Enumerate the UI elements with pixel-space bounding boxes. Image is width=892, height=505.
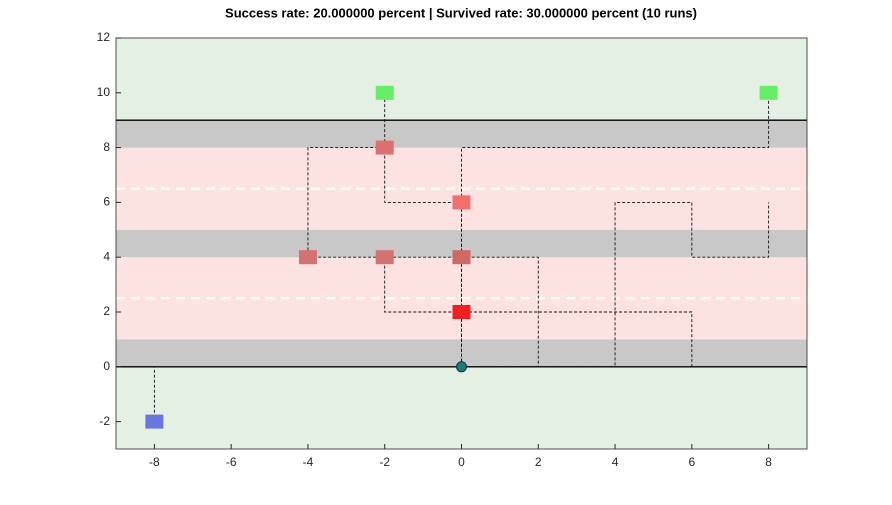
end-point — [759, 85, 778, 100]
trajectory — [461, 201, 770, 368]
trajectory — [461, 92, 770, 367]
x-tick-label: 8 — [765, 455, 772, 469]
x-tick-label: 4 — [612, 455, 619, 469]
end-point — [298, 250, 317, 265]
x-tick-label: 0 — [458, 455, 465, 469]
y-tick-label: 0 — [103, 359, 110, 373]
trajectory — [461, 256, 539, 368]
road-region — [116, 120, 807, 148]
x-tick-label: -6 — [226, 455, 237, 469]
y-tick-label: -2 — [99, 414, 110, 428]
start-point — [456, 361, 467, 373]
y-tick-label: 8 — [103, 140, 110, 154]
y-tick-label: 2 — [103, 304, 110, 318]
chart-title: Success rate: 20.000000 percent | Surviv… — [225, 5, 697, 20]
end-point — [145, 414, 164, 429]
y-tick-label: 10 — [97, 85, 111, 99]
y-tick-label: 4 — [103, 249, 110, 263]
x-tick-label: -8 — [149, 455, 160, 469]
end-point — [375, 140, 394, 155]
end-point — [452, 195, 471, 210]
end-point — [452, 305, 471, 319]
trajectory — [153, 366, 462, 422]
end-point — [375, 85, 394, 100]
y-tick-label: 6 — [103, 195, 110, 209]
end-point — [452, 250, 471, 265]
trajectory — [384, 147, 462, 367]
x-tick-label: 6 — [688, 455, 695, 469]
end-point — [375, 250, 394, 265]
x-tick-label: -2 — [379, 455, 390, 469]
x-tick-label: 2 — [535, 455, 542, 469]
y-tick-label: 12 — [97, 30, 111, 44]
x-tick-label: -4 — [303, 455, 314, 469]
